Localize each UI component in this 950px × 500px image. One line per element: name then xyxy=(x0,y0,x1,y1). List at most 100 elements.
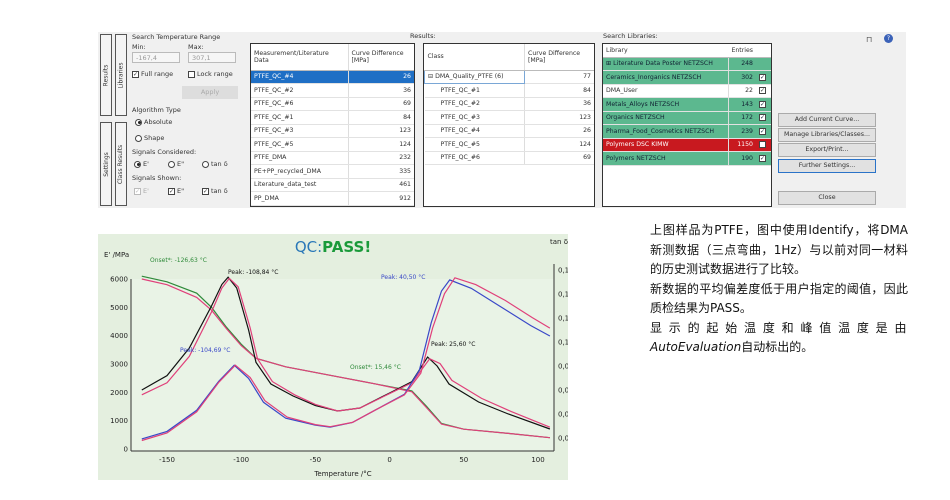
show-e-prime-checkbox[interactable]: ✓ E' xyxy=(134,187,149,195)
table-cell: 124 xyxy=(524,137,594,152)
table-row[interactable]: PTFE_QC_#3 123 xyxy=(251,124,414,138)
table-row[interactable]: PE+PP_recycled_DMA 335 xyxy=(251,164,414,179)
library-checkbox[interactable] xyxy=(756,57,771,71)
table-row[interactable]: PTFE_QC_#3 123 xyxy=(424,110,594,125)
help-icon[interactable]: ? xyxy=(884,34,893,43)
annotation-label: Onset*: 15,46 °C xyxy=(350,364,401,371)
check-icon: ✓ xyxy=(759,73,766,81)
library-checkbox[interactable]: ✓ xyxy=(756,70,771,85)
table-row[interactable]: PTFE_QC_#2 36 xyxy=(424,97,594,111)
radio-shape[interactable]: Shape xyxy=(135,134,164,142)
table-row[interactable]: PTFE_QC_#2 36 xyxy=(251,83,414,98)
library-checkbox[interactable]: ✓ xyxy=(756,84,771,98)
manage-libraries-button[interactable]: Manage Libraries/Classes... xyxy=(778,128,876,142)
annotation-label: Peak: 25,60 °C xyxy=(431,341,475,348)
class-group-row[interactable]: ⊟ DMA_Quality_PTFE (6) 77 xyxy=(424,69,594,84)
check-icon: ✓ xyxy=(759,127,766,135)
min-value: -167,4 xyxy=(136,54,157,62)
tab-settings[interactable]: Settings xyxy=(100,122,112,206)
tab-class-results[interactable]: Class Results xyxy=(115,122,127,206)
table-cell: Literature_data_test xyxy=(251,178,348,192)
add-current-curve-button[interactable]: Add Current Curve... xyxy=(778,113,876,127)
checkbox-empty-icon xyxy=(188,70,195,78)
lock-range-checkbox[interactable]: Lock range xyxy=(188,70,233,78)
max-spinner[interactable]: 307,1 xyxy=(188,52,236,63)
export-print-button[interactable]: Export/Print... xyxy=(778,143,876,157)
table-cell: 69 xyxy=(347,97,414,111)
show-tan-delta-checkbox[interactable]: ✓ tan δ xyxy=(202,187,228,195)
table-row[interactable]: PTFE_QC_#5 124 xyxy=(251,137,414,152)
checkbox-label: E' xyxy=(143,187,149,195)
radio-icon xyxy=(135,118,142,126)
library-checkbox[interactable]: ✓ xyxy=(756,124,771,139)
table-cell: 124 xyxy=(347,137,414,152)
col-header[interactable]: Curve Difference [MPa] xyxy=(347,44,414,71)
radio-icon xyxy=(202,160,209,168)
library-row[interactable]: Pharma_Food_Cosmetics NETZSCH 239 ✓ xyxy=(603,124,771,139)
library-label: Metals_Alloys NETZSCH xyxy=(606,100,680,108)
y-tick-label: 2000 xyxy=(110,389,128,397)
radio-label: tan δ xyxy=(211,160,228,168)
radio-tan-delta[interactable]: tan δ xyxy=(202,160,228,168)
table-row[interactable]: PTFE_QC_#5 124 xyxy=(424,137,594,152)
tab-label: Libraries xyxy=(117,62,125,88)
library-checkbox[interactable]: ✓ xyxy=(756,111,771,125)
library-row[interactable]: Organics NETZSCH 172 ✓ xyxy=(603,111,771,125)
table-row[interactable]: PTFE_QC_#1 84 xyxy=(424,83,594,98)
table-cell: PTFE_QC_#4 xyxy=(251,70,348,84)
library-name: Pharma_Food_Cosmetics NETZSCH xyxy=(603,124,729,139)
x-tick-label: 50 xyxy=(459,456,468,464)
pin-icon[interactable]: ⊓ xyxy=(866,35,873,44)
table-row[interactable]: PP_DMA 912 xyxy=(251,191,414,206)
tan-tick-label: 0,12 xyxy=(558,315,568,323)
expand-icon[interactable]: ⊞ xyxy=(606,60,614,68)
qc-label: QC: xyxy=(295,238,322,256)
table-row[interactable]: PTFE_QC_#1 84 xyxy=(251,110,414,125)
table-row[interactable]: PTFE_QC_#6 69 xyxy=(251,97,414,111)
radio-icon xyxy=(134,160,141,168)
table-cell: PTFE_QC_#5 xyxy=(251,137,348,152)
library-checkbox[interactable]: ✓ xyxy=(756,151,771,166)
table-row[interactable]: Literature_data_test 461 xyxy=(251,178,414,192)
radio-e-double-prime[interactable]: E" xyxy=(168,160,184,168)
library-row[interactable]: ⊞ Literature Data Poster NETZSCH 248 xyxy=(603,57,771,71)
table-row[interactable]: PTFE_QC_#4 26 xyxy=(251,70,414,84)
check-icon: ✓ xyxy=(759,87,766,94)
check-icon: ✓ xyxy=(759,100,766,108)
x-tick-label: 100 xyxy=(531,456,544,464)
table-cell: PTFE_QC_#2 xyxy=(424,97,525,111)
col-header[interactable]: Curve Difference [MPa] xyxy=(524,44,594,71)
apply-button[interactable]: Apply xyxy=(182,86,238,99)
table-row[interactable]: PTFE_QC_#6 69 xyxy=(424,151,594,165)
library-row[interactable]: Polymers DSC KIMW 1150 xyxy=(603,138,771,152)
col-header[interactable]: Entries xyxy=(728,44,756,58)
library-row[interactable]: Polymers NETZSCH 190 ✓ xyxy=(603,151,771,166)
further-settings-button[interactable]: Further Settings... xyxy=(778,159,876,173)
library-row[interactable]: DMA_User 22 ✓ xyxy=(603,84,771,98)
library-row[interactable]: Ceramics_Inorganics NETZSCH 302 ✓ xyxy=(603,70,771,85)
min-spinner[interactable]: -167,4 xyxy=(132,52,180,63)
col-header[interactable]: Library xyxy=(603,44,729,58)
library-checkbox[interactable]: ✓ xyxy=(756,97,771,112)
series-line-5 xyxy=(141,277,551,442)
radio-absolute[interactable]: Absolute xyxy=(135,118,172,126)
annotation-label: Peak: -108,84 °C xyxy=(228,269,278,276)
tan-tick-label: 0,06 xyxy=(558,387,568,395)
table-row[interactable]: PTFE_QC_#4 26 xyxy=(424,124,594,138)
radio-e-prime[interactable]: E' xyxy=(134,160,149,168)
tab-libraries[interactable]: Libraries xyxy=(115,34,127,116)
table-cell: PTFE_QC_#1 xyxy=(424,83,525,98)
col-header[interactable]: Class xyxy=(424,44,525,71)
full-range-checkbox[interactable]: ✓ Full range xyxy=(132,70,173,78)
close-button[interactable]: Close xyxy=(778,191,876,205)
check-icon: ✓ xyxy=(759,114,766,121)
signals-considered-title: Signals Considered: xyxy=(132,148,197,156)
library-checkbox[interactable] xyxy=(756,138,771,152)
tab-results[interactable]: Results xyxy=(100,34,112,116)
chart-svg: -150 -100 -50 0 50 100 Temperature /°C 0 1000 200… xyxy=(104,238,612,478)
table-row[interactable]: PTFE_DMA 232 xyxy=(251,151,414,165)
col-header[interactable]: Measurement/Literature Data xyxy=(251,44,348,71)
library-row[interactable]: Metals_Alloys NETZSCH 143 ✓ xyxy=(603,97,771,112)
show-e-double-prime-checkbox[interactable]: ✓ E" xyxy=(168,187,184,195)
group-label: DMA_Quality_PTFE (6) xyxy=(435,73,504,81)
